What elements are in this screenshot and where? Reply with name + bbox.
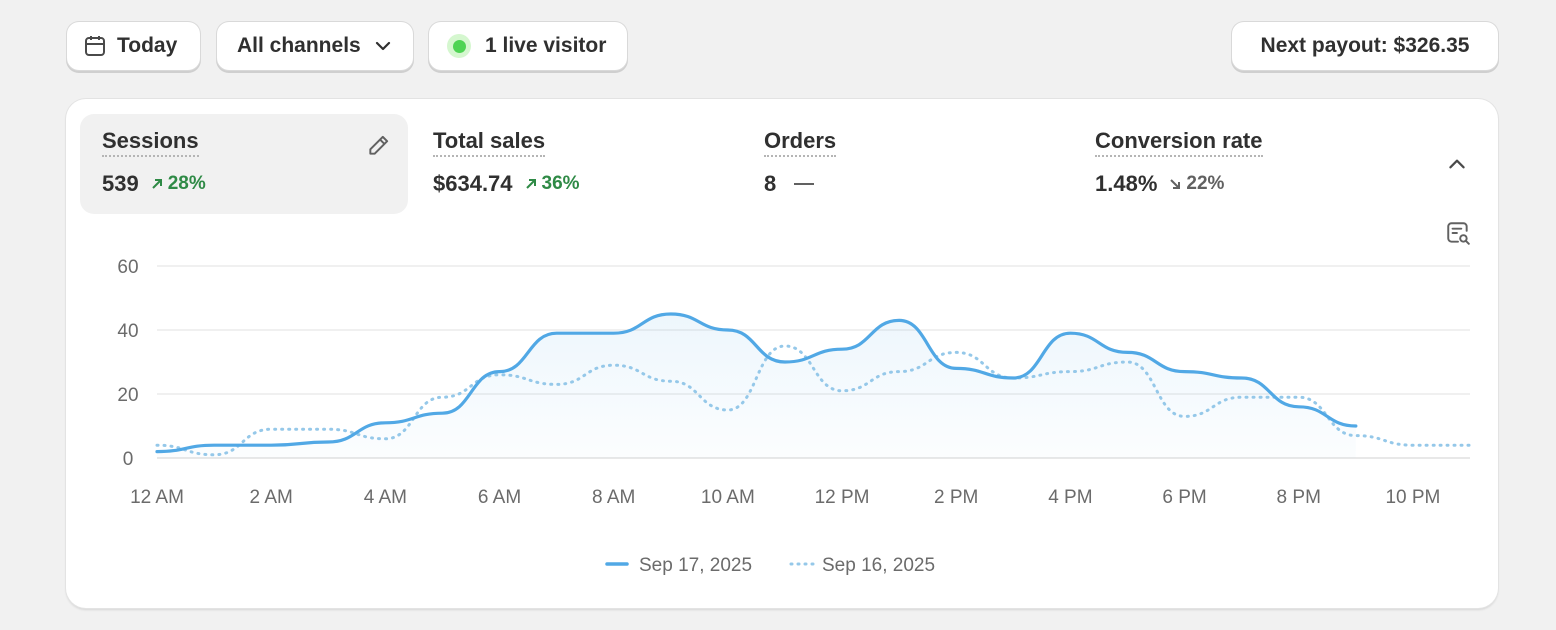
metric-change-value: 28%: [167, 173, 206, 194]
legend-label: Sep 16, 2025: [822, 555, 935, 576]
date-range-button[interactable]: Today: [67, 22, 200, 70]
pencil-icon[interactable]: [366, 132, 392, 158]
metric-value: 8: [764, 171, 777, 196]
x-tick-label: 12 PM: [815, 487, 870, 508]
x-tick-label: 6 AM: [478, 487, 521, 508]
metric-label: Conversion rate: [1095, 128, 1263, 157]
x-tick-label: 10 AM: [701, 487, 755, 508]
metric-conversion-rate[interactable]: Conversion rate 1.48% 22%: [1073, 114, 1393, 214]
series-line-sep-16: [155, 344, 1472, 457]
chart-zoom-icon[interactable]: [1445, 220, 1471, 246]
x-tick-label: 8 AM: [592, 487, 635, 508]
x-tick-label: 12 AM: [130, 487, 184, 508]
x-tick-label: 6 PM: [1162, 487, 1206, 508]
chart-legend: Sep 17, 2025 Sep 16, 2025: [605, 555, 935, 576]
y-tick-label: 20: [117, 385, 138, 406]
metric-change: 28%: [151, 173, 206, 195]
sessions-chart: 0 20 40 60 12 AM 2 AM 4 AM 6 AM 8 AM 10 AM 12 PM 2 …: [117, 257, 1472, 576]
channels-label: All channels: [237, 34, 361, 57]
arrow-up-right-icon: [152, 179, 162, 189]
y-tick-label: 40: [117, 321, 138, 342]
next-payout-button[interactable]: Next payout: $326.35: [1232, 22, 1498, 70]
x-tick-label: 2 AM: [250, 487, 293, 508]
arrow-down-right-icon: [1170, 179, 1181, 189]
arrow-up-right-icon: [525, 179, 536, 189]
chevron-up-icon[interactable]: [1446, 153, 1468, 175]
live-visitors-button[interactable]: 1 live visitor: [429, 22, 627, 70]
metric-change: 22%: [1169, 173, 1224, 195]
metric-label: Orders: [764, 128, 837, 157]
analytics-card: 0 20 40 60 12 AM 2 AM 4 AM 6 AM 8 AM 10 AM 12 PM 2 …: [66, 99, 1498, 608]
metric-label: Total sales: [433, 128, 546, 157]
live-dot-icon: [447, 34, 471, 58]
x-tick-label: 10 PM: [1385, 487, 1440, 508]
metric-change-value: 22%: [1186, 173, 1225, 194]
metric-total-sales[interactable]: Total sales $634.74 36%: [411, 114, 731, 214]
metric-value: $634.74: [433, 171, 513, 196]
metric-value: 539: [102, 171, 139, 196]
series-area-sep-17: [157, 314, 1356, 458]
date-range-label: Today: [117, 34, 178, 57]
x-tick-label: 8 PM: [1277, 487, 1321, 508]
metric-change-value: 36%: [541, 173, 580, 194]
channels-select[interactable]: All channels: [217, 22, 413, 70]
x-tick-label: 4 AM: [364, 487, 407, 508]
legend-label: Sep 17, 2025: [639, 555, 752, 576]
calendar-icon: [85, 36, 105, 56]
y-tick-label: 60: [117, 257, 138, 278]
chevron-down-icon: [375, 41, 390, 51]
live-visitors-label: 1 live visitor: [485, 34, 607, 57]
metric-value: 1.48%: [1095, 171, 1158, 196]
metric-label: Sessions: [102, 128, 199, 157]
metric-sessions[interactable]: Sessions 539 28%: [80, 114, 408, 214]
series-line-sep-17: [155, 312, 1358, 454]
x-tick-label: 4 PM: [1048, 487, 1092, 508]
metric-orders[interactable]: Orders 8: [742, 114, 1062, 214]
y-tick-label: 0: [123, 449, 134, 470]
next-payout-label: Next payout: $326.35: [1260, 34, 1470, 57]
no-change-dash-icon: [794, 183, 815, 185]
toolbar: Today All channels 1 live visitor Next p…: [66, 22, 1498, 72]
metric-change: 36%: [525, 173, 580, 195]
x-tick-label: 2 PM: [934, 487, 978, 508]
